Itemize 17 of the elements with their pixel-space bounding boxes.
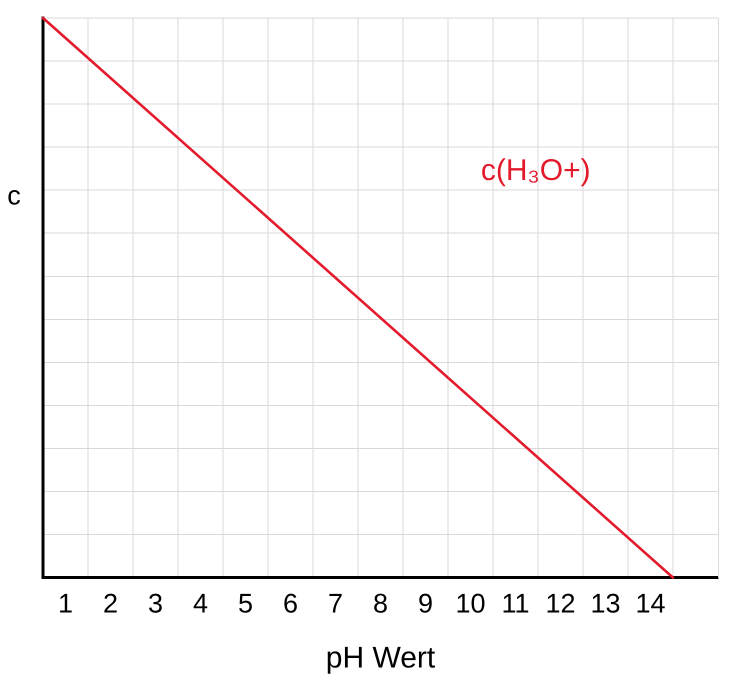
x-tick-label: 13	[590, 588, 621, 618]
y-axis-title: c	[7, 180, 21, 211]
x-tick-label: 12	[545, 588, 576, 618]
x-tick-label: 3	[148, 588, 164, 618]
x-tick-label: 6	[282, 588, 298, 618]
x-tick-label: 8	[372, 588, 388, 618]
x-tick-label: 11	[501, 588, 530, 618]
x-tick-label: 7	[328, 588, 344, 618]
x-tick-label: 4	[192, 588, 208, 618]
x-tick-label: 5	[238, 588, 254, 618]
x-tick-label: 10	[455, 588, 486, 618]
x-axis-title: pH Wert	[326, 641, 436, 674]
x-tick-label: 9	[418, 588, 434, 618]
x-tick-label: 1	[58, 588, 74, 618]
x-tick-label: 2	[102, 588, 118, 618]
text: c(H₃O+)	[480, 154, 591, 188]
x-tick-label: 14	[635, 588, 666, 618]
